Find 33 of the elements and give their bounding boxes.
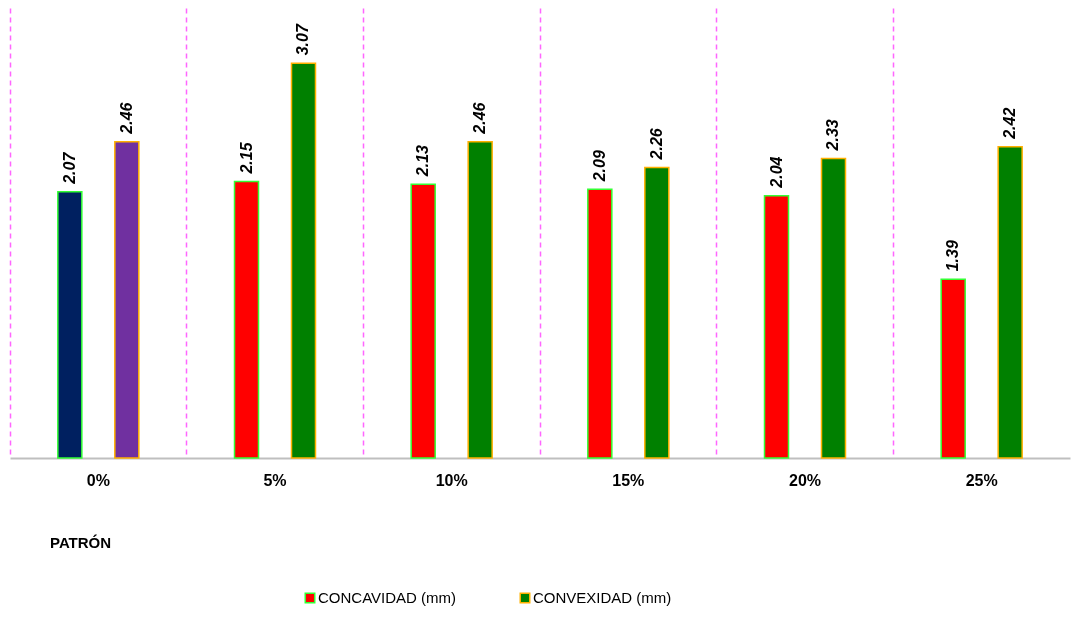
x-tick-label: 10% [435,471,468,489]
data-label: 2.33 [824,119,842,152]
bar [587,188,613,459]
x-tick-label: 25% [965,471,998,489]
bar [57,191,83,459]
bar [820,157,847,459]
data-label: 3.07 [294,23,312,56]
data-label: 2.46 [471,102,489,135]
x-tick-label: 0% [86,471,110,489]
bar [114,140,140,459]
data-label: 2.46 [117,102,135,135]
legend-label: CONCAVIDAD (mm) [318,589,457,606]
bar [467,140,493,459]
data-label: 2.09 [590,150,608,183]
data-label: 2.15 [237,141,255,175]
legend-label: CONVEXIDAD (mm) [533,589,672,606]
data-label: 2.42 [1001,107,1019,140]
data-label: 2.13 [414,144,432,178]
bar [233,180,260,459]
bar [644,166,670,459]
data-label: 2.04 [767,156,785,189]
data-label: 1.39 [944,240,962,272]
bar [997,146,1023,459]
x-tick-label: 20% [788,471,822,489]
bar [410,183,436,459]
text: PATRÓN [50,534,112,551]
x-tick-label: 15% [612,471,645,489]
bar [940,278,966,459]
bar [763,194,790,459]
bar [290,62,317,459]
data-label: 2.26 [647,128,665,161]
x-tick-label: 5% [263,471,287,489]
data-label: 2.07 [60,151,78,185]
